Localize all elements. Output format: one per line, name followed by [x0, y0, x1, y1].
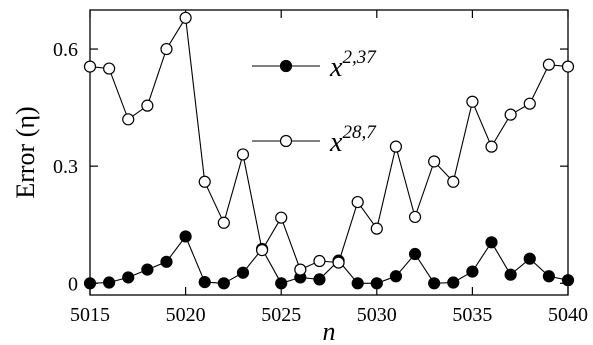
- legend-label: x2,37: [329, 47, 377, 83]
- data-point: [466, 95, 479, 108]
- data-point: [351, 195, 364, 209]
- data-point: [428, 277, 441, 290]
- data-point: [466, 265, 479, 278]
- x-tick-label: 5035: [452, 304, 492, 326]
- legend-entry: x2,37: [252, 47, 377, 83]
- data-point: [370, 277, 383, 290]
- data-point: [83, 277, 97, 290]
- data-point: [160, 42, 173, 56]
- data-point: [179, 11, 192, 24]
- x-tick-label: 5025: [261, 304, 301, 326]
- legend-marker: [279, 134, 293, 148]
- data-point: [255, 244, 269, 257]
- data-point: [198, 276, 211, 289]
- data-point: [179, 230, 192, 243]
- series-filled: [83, 230, 575, 290]
- legend-label: x28,7: [329, 122, 377, 158]
- y-tick-label: 0.3: [53, 156, 78, 178]
- y-axis-label: Error (η): [11, 106, 40, 198]
- data-point: [523, 252, 536, 265]
- x-tick-label: 5040: [548, 304, 588, 326]
- data-point: [389, 140, 403, 153]
- series-open: [83, 11, 575, 276]
- data-point: [236, 266, 250, 279]
- data-point: [103, 62, 116, 75]
- data-point: [389, 270, 403, 283]
- data-point: [447, 175, 460, 188]
- data-point: [485, 236, 498, 249]
- x-tick-label: 5030: [357, 304, 397, 326]
- data-point: [542, 270, 555, 283]
- data-point: [447, 276, 460, 289]
- data-point: [294, 263, 307, 276]
- data-point: [160, 255, 173, 268]
- y-tick-label: 0: [68, 273, 78, 295]
- data-point: [332, 256, 345, 269]
- data-point: [523, 97, 536, 110]
- plot-frame: [89, 9, 569, 296]
- data-point: [351, 277, 364, 290]
- data-point: [275, 277, 288, 290]
- data-point: [370, 222, 383, 235]
- data-point: [198, 175, 211, 188]
- data-point: [504, 268, 517, 281]
- data-point: [217, 216, 230, 229]
- legend-entry: x28,7: [252, 122, 377, 158]
- legend-marker: [279, 59, 293, 73]
- data-point: [313, 273, 326, 286]
- series-line: [89, 16, 569, 271]
- data-point: [122, 271, 135, 284]
- data-point: [561, 274, 575, 287]
- data-point: [103, 276, 116, 289]
- data-point: [141, 99, 154, 112]
- data-point: [408, 210, 422, 224]
- x-axis-label: n: [323, 317, 336, 345]
- data-point: [561, 60, 575, 73]
- data-point: [141, 263, 154, 276]
- data-point: [408, 247, 422, 261]
- data-point: [83, 60, 97, 73]
- data-point: [236, 148, 250, 161]
- data-point: [275, 211, 288, 224]
- data-point: [428, 155, 441, 168]
- x-tick-label: 5020: [166, 304, 206, 326]
- data-point: [217, 277, 230, 290]
- x-tick-label: 5015: [70, 304, 110, 326]
- data-point: [504, 108, 517, 121]
- data-point: [485, 140, 498, 153]
- y-tick-label: 0.6: [53, 39, 78, 61]
- data-point: [542, 58, 555, 71]
- data-point: [313, 254, 326, 268]
- data-point: [122, 113, 135, 126]
